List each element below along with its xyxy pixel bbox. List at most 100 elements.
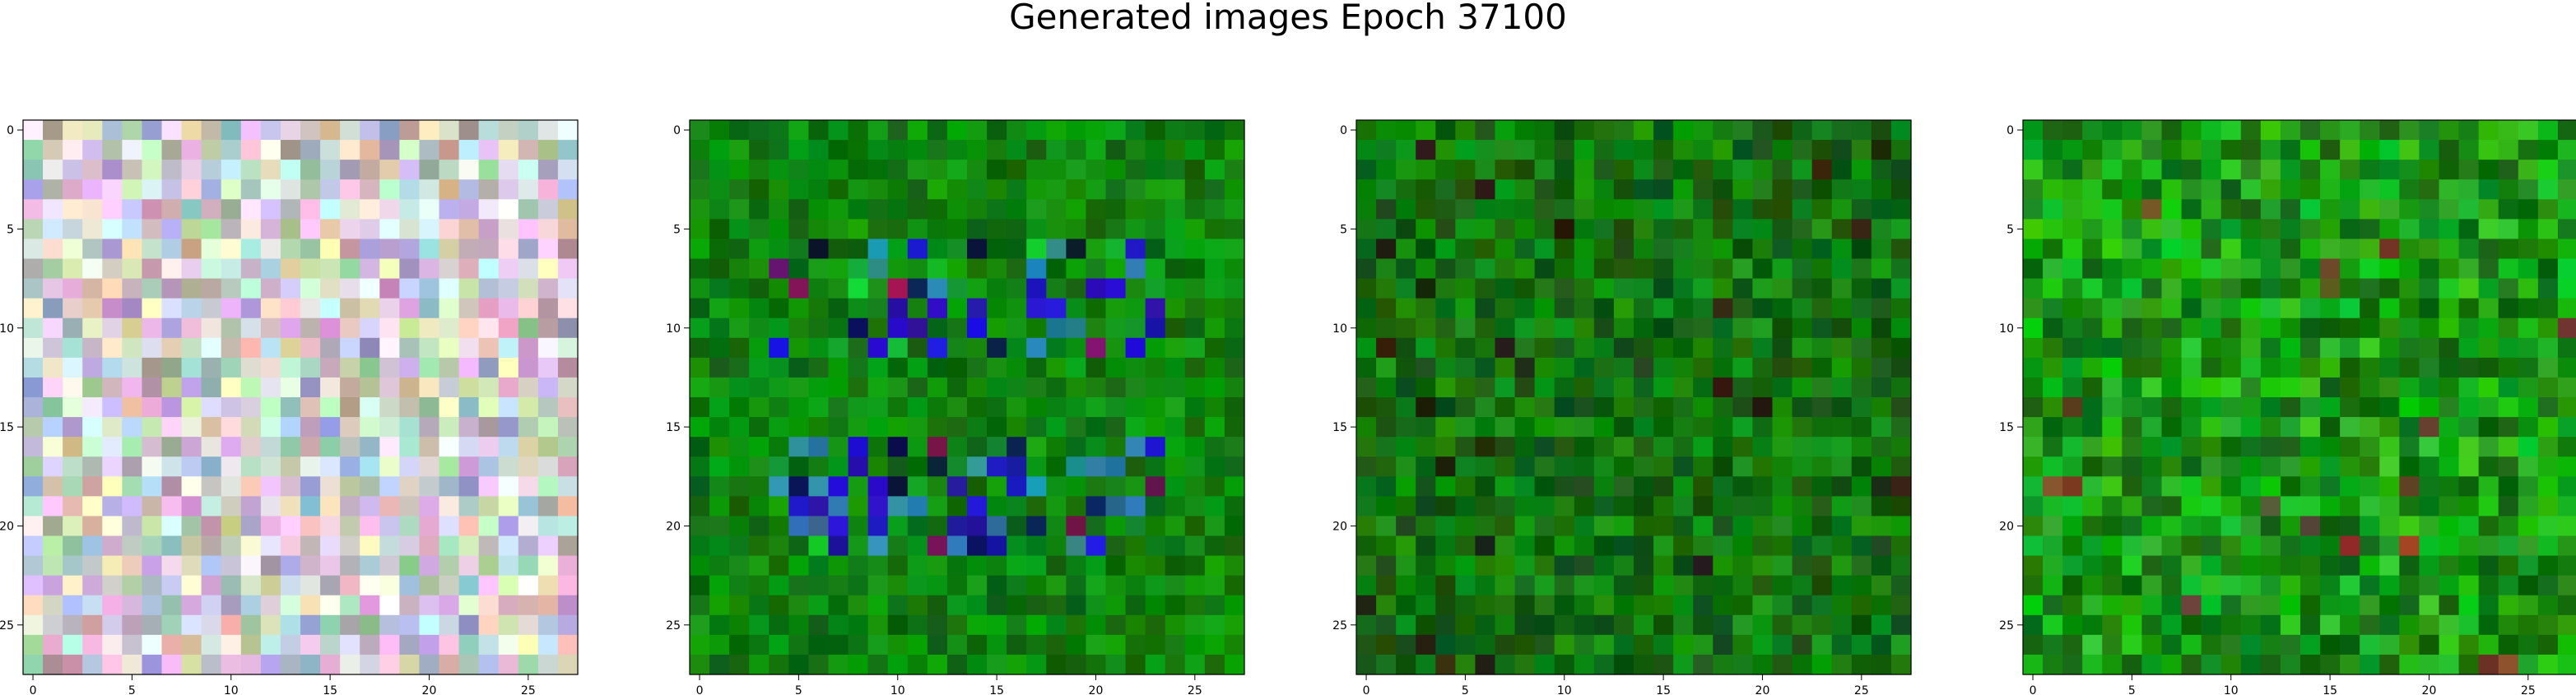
pixel bbox=[1184, 397, 1206, 418]
pixel bbox=[320, 258, 341, 280]
pixel bbox=[2518, 317, 2539, 339]
pixel bbox=[2399, 614, 2420, 636]
pixel bbox=[1811, 654, 1833, 675]
pixel bbox=[181, 516, 202, 537]
pixel bbox=[1125, 535, 1146, 557]
pixel bbox=[2141, 555, 2163, 577]
pixel bbox=[557, 397, 579, 418]
pixel bbox=[690, 417, 710, 438]
pixel bbox=[518, 258, 539, 280]
pixel bbox=[2161, 298, 2183, 319]
pixel bbox=[2122, 160, 2143, 180]
pixel bbox=[2340, 397, 2360, 418]
pixel bbox=[1574, 140, 1595, 160]
pixel bbox=[1693, 437, 1713, 457]
pixel bbox=[240, 535, 262, 557]
pixel bbox=[2260, 437, 2281, 457]
pixel bbox=[2557, 258, 2576, 280]
pixel bbox=[2062, 397, 2083, 418]
pixel bbox=[122, 634, 143, 656]
pixel bbox=[2161, 516, 2183, 537]
pixel bbox=[2102, 535, 2123, 557]
pixel bbox=[102, 595, 123, 616]
pixel bbox=[1046, 140, 1067, 160]
pixel bbox=[1495, 160, 1516, 180]
y-tick-label: 20 bbox=[666, 520, 681, 533]
pixel bbox=[399, 179, 421, 200]
y-tick-label: 5 bbox=[1340, 223, 1347, 236]
pixel bbox=[1514, 417, 1536, 438]
pixel bbox=[1396, 239, 1416, 260]
pixel bbox=[201, 120, 222, 141]
pixel bbox=[907, 555, 928, 577]
pixel bbox=[1026, 140, 1047, 160]
pixel bbox=[1125, 120, 1146, 141]
pixel bbox=[1514, 179, 1536, 200]
y-tick-label: 25 bbox=[666, 619, 681, 632]
pixel bbox=[1514, 595, 1536, 616]
pixel bbox=[1613, 219, 1634, 240]
pixel bbox=[82, 179, 103, 200]
pixel bbox=[161, 140, 183, 160]
pixel bbox=[82, 120, 103, 141]
pixel bbox=[2220, 417, 2242, 438]
pixel bbox=[221, 258, 242, 280]
pixel bbox=[1184, 555, 1206, 577]
pixel bbox=[1416, 317, 1436, 339]
pixel bbox=[2220, 120, 2242, 141]
pixel bbox=[221, 496, 242, 517]
pixel bbox=[43, 298, 63, 319]
pixel bbox=[2300, 496, 2321, 517]
pixel bbox=[2340, 120, 2360, 141]
pixel bbox=[749, 337, 770, 359]
pixel bbox=[1435, 179, 1456, 200]
pixel bbox=[2240, 160, 2262, 180]
pixel bbox=[2102, 317, 2123, 339]
pixel bbox=[1066, 437, 1087, 457]
pixel bbox=[201, 634, 222, 656]
y-tick-label: 5 bbox=[2006, 223, 2014, 236]
x-tick-label: 5 bbox=[1462, 684, 1469, 695]
pixel bbox=[2220, 278, 2242, 299]
pixel bbox=[1125, 595, 1146, 616]
pixel bbox=[439, 337, 460, 359]
pixel bbox=[1752, 397, 1774, 418]
pixel bbox=[2220, 160, 2242, 180]
pixel bbox=[690, 219, 710, 240]
pixel bbox=[1613, 456, 1634, 477]
pixel bbox=[848, 179, 869, 200]
pixel bbox=[2320, 437, 2341, 457]
pixel bbox=[1890, 555, 1912, 577]
pixel bbox=[518, 239, 539, 260]
pixel bbox=[340, 160, 360, 180]
pixel bbox=[2023, 634, 2044, 656]
pixel bbox=[1634, 337, 1654, 359]
pixel bbox=[161, 437, 183, 457]
pixel bbox=[201, 417, 222, 438]
pixel bbox=[1831, 595, 1853, 616]
y-tick-label: 0 bbox=[2006, 124, 2014, 137]
pixel bbox=[1732, 258, 1754, 280]
pixel bbox=[260, 496, 281, 517]
pixel bbox=[300, 496, 321, 517]
pixel bbox=[1105, 357, 1127, 378]
pixel bbox=[518, 456, 539, 477]
pixel bbox=[749, 496, 770, 517]
pixel bbox=[1534, 516, 1555, 537]
pixel bbox=[2300, 516, 2321, 537]
pixel bbox=[1514, 199, 1536, 220]
pixel bbox=[1416, 595, 1436, 616]
y-tick-label: 10 bbox=[0, 322, 14, 336]
pixel bbox=[788, 535, 810, 557]
pixel bbox=[2498, 298, 2519, 319]
pixel bbox=[2320, 476, 2341, 497]
pixel bbox=[1772, 219, 1793, 240]
pixel bbox=[1534, 140, 1555, 160]
pixel bbox=[967, 317, 988, 339]
pixel bbox=[1495, 199, 1516, 220]
pixel bbox=[1890, 456, 1912, 477]
pixel bbox=[1165, 219, 1186, 240]
pixel bbox=[2220, 298, 2242, 319]
pixel bbox=[2439, 317, 2460, 339]
pixel bbox=[1732, 555, 1754, 577]
